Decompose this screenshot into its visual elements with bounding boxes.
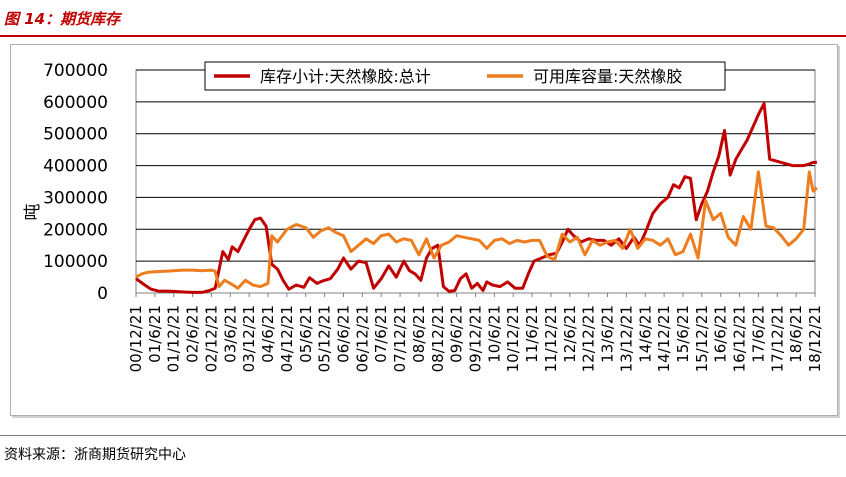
- x-tick-label: 13/6/21: [599, 305, 617, 363]
- x-tick-label: 00/12/21: [127, 305, 145, 372]
- x-tick-label: 01/12/21: [165, 305, 183, 372]
- x-tick-label: 12/12/21: [580, 305, 598, 372]
- x-tick-label: 14/12/21: [655, 305, 673, 372]
- x-tick-label: 04/12/21: [278, 305, 296, 372]
- x-tick-label: 10/6/21: [485, 305, 503, 363]
- x-tick-label: 04/6/21: [259, 305, 277, 363]
- x-tick-label: 08/12/21: [429, 305, 447, 372]
- x-tick-label: 18/6/21: [787, 305, 805, 363]
- x-tick-label: 15/12/21: [693, 305, 711, 372]
- y-tick-label: 100000: [43, 252, 108, 272]
- x-tick-label: 14/6/21: [636, 305, 654, 363]
- x-tick-label: 16/6/21: [712, 305, 730, 363]
- x-tick-label: 16/12/21: [731, 305, 749, 372]
- y-tick-label: 200000: [43, 220, 108, 240]
- x-tick-label: 08/6/21: [410, 305, 428, 363]
- figure-title: 图 14：期货库存: [4, 10, 121, 28]
- x-tick-label: 05/6/21: [297, 305, 315, 363]
- legend-label-series1: 库存小计:天然橡胶:总计: [260, 67, 431, 86]
- x-tick-label: 01/6/21: [146, 305, 164, 363]
- x-tick-label: 07/6/21: [372, 305, 390, 363]
- x-tick-label: 09/12/21: [467, 305, 485, 372]
- x-tick-label: 06/6/21: [334, 305, 352, 363]
- x-tick-label: 17/12/21: [768, 305, 786, 372]
- x-tick-label: 02/12/21: [202, 305, 220, 372]
- series-line-1: [135, 101, 817, 294]
- y-tick-label: 0: [97, 284, 108, 304]
- series-lines: [135, 101, 818, 294]
- chart-frame: [10, 44, 838, 416]
- x-tick-label: 06/12/21: [353, 305, 371, 372]
- y-tick-label: 600000: [43, 93, 108, 113]
- x-tick-label: 09/6/21: [448, 305, 466, 363]
- title-rule: [0, 35, 846, 37]
- x-tick-label: 13/12/21: [617, 305, 635, 372]
- source-rule: [0, 435, 846, 436]
- x-tick-label: 15/6/21: [674, 305, 692, 363]
- x-tick-label: 03/12/21: [240, 305, 258, 372]
- x-tick-label: 03/6/21: [221, 305, 239, 363]
- legend: 库存小计:天然橡胶:总计 可用库容量:天然橡胶: [204, 61, 726, 91]
- source-note: 资料来源：浙商期货研究中心: [4, 447, 186, 463]
- legend-label-series2: 可用库容量:天然橡胶: [533, 67, 682, 86]
- grid-lines: [135, 69, 816, 294]
- x-tick-label: 11/6/21: [523, 305, 541, 363]
- x-tick-label: 02/6/21: [184, 305, 202, 363]
- x-tick-labels: 00/12/21 01/6/21 01/12/21 02/6/21 02/12/21 03…: [127, 293, 824, 372]
- x-tick-label: 17/6/21: [749, 305, 767, 363]
- series-line-2: [135, 170, 818, 290]
- y-tick-label: 700000: [43, 61, 108, 81]
- x-tick-label: 11/12/21: [542, 305, 560, 372]
- x-tick-label: 07/12/21: [391, 305, 409, 372]
- x-tick-label: 12/6/21: [561, 305, 579, 363]
- legend-box: [204, 61, 726, 91]
- y-axis-label: 吨: [23, 204, 43, 221]
- x-tick-label: 05/12/21: [316, 305, 334, 372]
- plot-area: [135, 69, 816, 294]
- y-tick-labels: 0 100000 200000 300000 400000 500000 600000 700…: [43, 61, 108, 304]
- y-tick-label: 400000: [43, 157, 108, 177]
- x-tick-label: 10/12/21: [504, 305, 522, 372]
- y-tick-label: 500000: [43, 125, 108, 145]
- x-tick-label: 18/12/21: [806, 305, 824, 372]
- y-tick-label: 300000: [43, 188, 108, 208]
